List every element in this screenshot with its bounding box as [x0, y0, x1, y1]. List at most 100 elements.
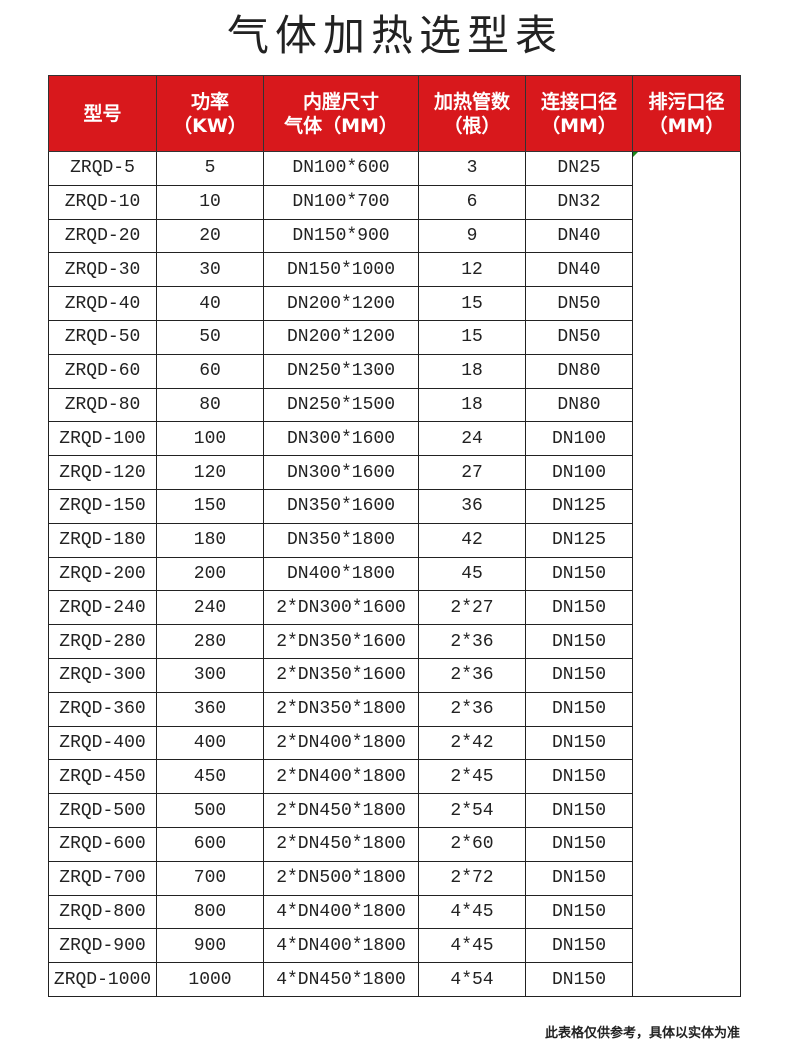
cell-size: DN350*1800	[263, 522, 419, 558]
cell-power: 5	[156, 151, 264, 186]
cell-power: 10	[156, 184, 264, 220]
cell-model: ZRQD-450	[48, 759, 157, 795]
cell-power: 500	[156, 793, 264, 828]
cell-inlet: DN150	[525, 590, 633, 626]
cell-tubes: 4*45	[418, 894, 526, 930]
cell-inlet: DN40	[525, 218, 633, 254]
cell-size: 2*DN500*1800	[263, 860, 419, 896]
table-row: ZRQD-240 240 2*DN300*1600 2*27 DN150	[48, 590, 741, 626]
cell-size: DN200*1200	[263, 286, 419, 321]
cell-inlet: DN150	[525, 894, 633, 930]
cell-power: 150	[156, 488, 264, 524]
cell-tubes: 2*36	[418, 691, 526, 727]
cell-size: 2*DN350*1600	[263, 624, 419, 659]
header-inlet-line1: 连接口径	[540, 90, 617, 113]
cell-size: DN300*1600	[263, 455, 419, 490]
header-size-line2: 气体（MM）	[284, 114, 398, 137]
cell-size: 2*DN350*1600	[263, 657, 419, 693]
cell-model: ZRQD-5	[48, 151, 157, 186]
header-power-line2: （KW）	[173, 114, 247, 137]
cell-size: 2*DN300*1600	[263, 590, 419, 626]
cell-inlet: DN125	[525, 488, 633, 524]
cell-tubes: 2*54	[418, 793, 526, 828]
cell-model: ZRQD-600	[48, 826, 157, 862]
cell-tubes: 18	[418, 387, 526, 423]
header-inlet: 连接口径 （MM）	[525, 75, 633, 152]
table-row: ZRQD-120 120 DN300*1600 27 DN100	[48, 455, 741, 490]
cell-inlet: DN150	[525, 759, 633, 795]
table-row: ZRQD-150 150 DN350*1600 36 DN125	[48, 488, 741, 524]
cell-inlet: DN125	[525, 522, 633, 558]
cell-inlet: DN100	[525, 455, 633, 490]
cell-model: ZRQD-300	[48, 657, 157, 693]
cell-model: ZRQD-240	[48, 590, 157, 626]
cell-model: ZRQD-700	[48, 860, 157, 896]
cell-model: ZRQD-1000	[48, 962, 157, 997]
header-tubes-line1: 加热管数	[433, 90, 510, 113]
cell-power: 50	[156, 319, 264, 355]
cell-inlet: DN32	[525, 184, 633, 220]
cell-size: DN400*1800	[263, 556, 419, 592]
cell-inlet: DN150	[525, 793, 633, 828]
cell-inlet: DN150	[525, 725, 633, 761]
cell-size: 2*DN350*1800	[263, 691, 419, 727]
cell-inlet: DN150	[525, 860, 633, 896]
cell-inlet: DN150	[525, 691, 633, 727]
cell-tubes: 18	[418, 353, 526, 389]
cell-tubes: 36	[418, 488, 526, 524]
cell-size: 4*DN400*1800	[263, 894, 419, 930]
cell-power: 400	[156, 725, 264, 761]
cell-tubes: 2*45	[418, 759, 526, 795]
cell-tubes: 4*54	[418, 962, 526, 997]
cell-model: ZRQD-800	[48, 894, 157, 930]
cell-size: DN100*700	[263, 184, 419, 220]
cell-power: 200	[156, 556, 264, 592]
header-size-line1: 内膛尺寸	[302, 90, 379, 113]
cell-size: 2*DN450*1800	[263, 793, 419, 828]
cell-power: 700	[156, 860, 264, 896]
cell-size: DN200*1200	[263, 319, 419, 355]
cell-power: 60	[156, 353, 264, 389]
cell-power: 180	[156, 522, 264, 558]
cell-model: ZRQD-200	[48, 556, 157, 592]
table-row: ZRQD-1000 1000 4*DN450*1800 4*54 DN150	[48, 962, 741, 997]
cell-size: 4*DN450*1800	[263, 962, 419, 997]
table-row: ZRQD-600 600 2*DN450*1800 2*60 DN150	[48, 826, 741, 862]
table-row: ZRQD-200 200 DN400*1800 45 DN150	[48, 556, 741, 592]
cell-model: ZRQD-280	[48, 624, 157, 659]
table-row: ZRQD-40 40 DN200*1200 15 DN50	[48, 286, 741, 321]
header-power: 功率 （KW）	[156, 75, 264, 152]
cell-size: DN250*1300	[263, 353, 419, 389]
header-tubes: 加热管数 （根）	[418, 75, 526, 152]
cell-model: ZRQD-900	[48, 928, 157, 964]
cell-tubes: 42	[418, 522, 526, 558]
cell-model: ZRQD-500	[48, 793, 157, 828]
cell-model: ZRQD-80	[48, 387, 157, 423]
cell-power: 280	[156, 624, 264, 659]
cell-model: ZRQD-150	[48, 488, 157, 524]
cell-inlet: DN150	[525, 556, 633, 592]
cell-inlet: DN150	[525, 962, 633, 997]
cell-size: DN150*1000	[263, 252, 419, 288]
cell-power: 300	[156, 657, 264, 693]
cell-tubes: 2*42	[418, 725, 526, 761]
cell-inlet: DN150	[525, 624, 633, 659]
cell-model: ZRQD-40	[48, 286, 157, 321]
cell-power: 600	[156, 826, 264, 862]
cell-power: 80	[156, 387, 264, 423]
table-row: ZRQD-10 10 DN100*700 6 DN32	[48, 184, 741, 220]
cell-size: DN350*1600	[263, 488, 419, 524]
cell-size: DN300*1600	[263, 421, 419, 457]
cell-drain-merged	[632, 151, 741, 997]
cell-power: 450	[156, 759, 264, 795]
cell-size: 2*DN400*1800	[263, 725, 419, 761]
cell-tubes: 24	[418, 421, 526, 457]
cell-power: 240	[156, 590, 264, 626]
header-size: 内膛尺寸 气体（MM）	[263, 75, 419, 152]
table-row: ZRQD-280 280 2*DN350*1600 2*36 DN150	[48, 624, 741, 659]
table-row: ZRQD-100 100 DN300*1600 24 DN100	[48, 421, 741, 457]
cell-model: ZRQD-180	[48, 522, 157, 558]
cell-tubes: 2*72	[418, 860, 526, 896]
header-drain-line1: 排污口径	[648, 90, 725, 113]
cell-tubes: 3	[418, 151, 526, 186]
